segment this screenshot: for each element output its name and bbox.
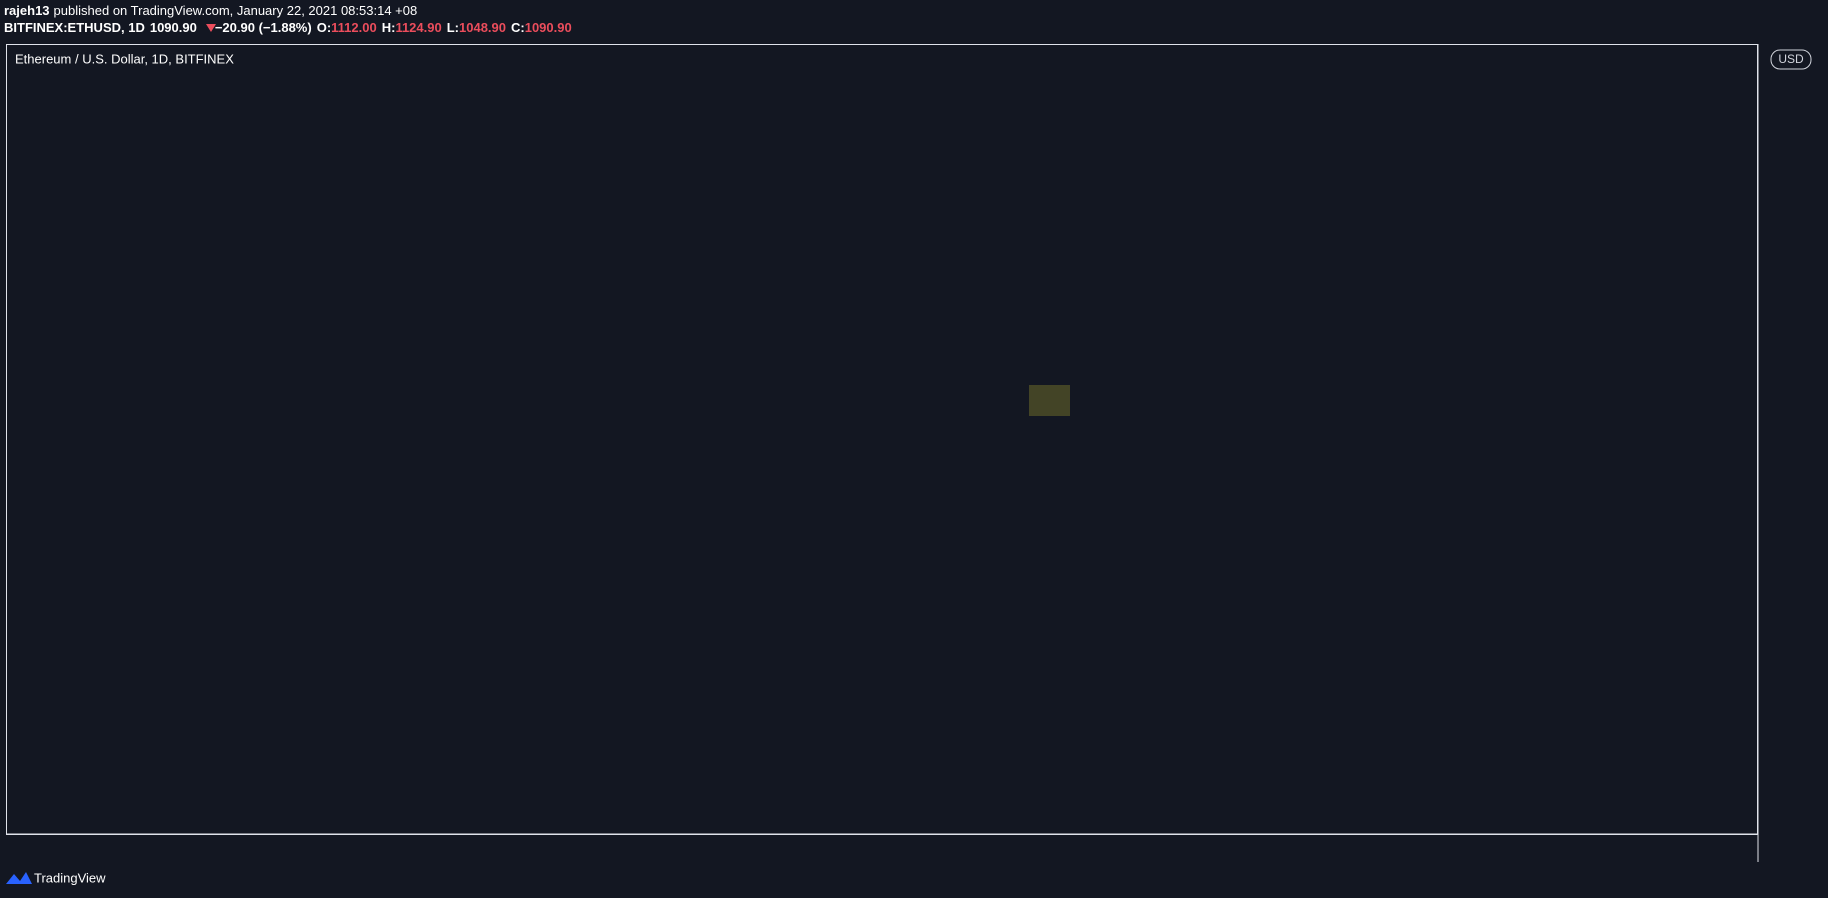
chart-title: Ethereum / U.S. Dollar, 1D, BITFINEX [15,51,234,66]
change: −20.90 (−1.88%) [215,20,312,35]
o-label: O: [317,20,331,35]
highlight-box [1029,385,1070,416]
l-label: L: [447,20,459,35]
currency: USD [1778,52,1804,66]
close: 1090.90 [525,20,572,35]
low: 1048.90 [459,20,506,35]
high: 1124.90 [395,20,441,35]
open: 1112.00 [331,20,377,35]
h-label: H: [382,20,396,35]
down-arrow [206,24,216,32]
symbol-line: BITFINEX:ETHUSD, 1D 1090.90 −20.90 (−1.88%… [4,20,572,35]
symbol: BITFINEX:ETHUSD, 1D [4,20,145,35]
last: 1090.90 [150,20,197,35]
publish-line: rajeh13 published on TradingView.com, Jan… [4,3,417,18]
published: published on TradingView.com, January 22… [54,3,418,18]
author: rajeh13 [4,3,50,18]
currency-badge [1770,49,1812,70]
c-label: C: [511,20,525,35]
logo [6,872,32,884]
footer-brand: TradingView [34,870,106,885]
footer-logo [6,872,32,884]
